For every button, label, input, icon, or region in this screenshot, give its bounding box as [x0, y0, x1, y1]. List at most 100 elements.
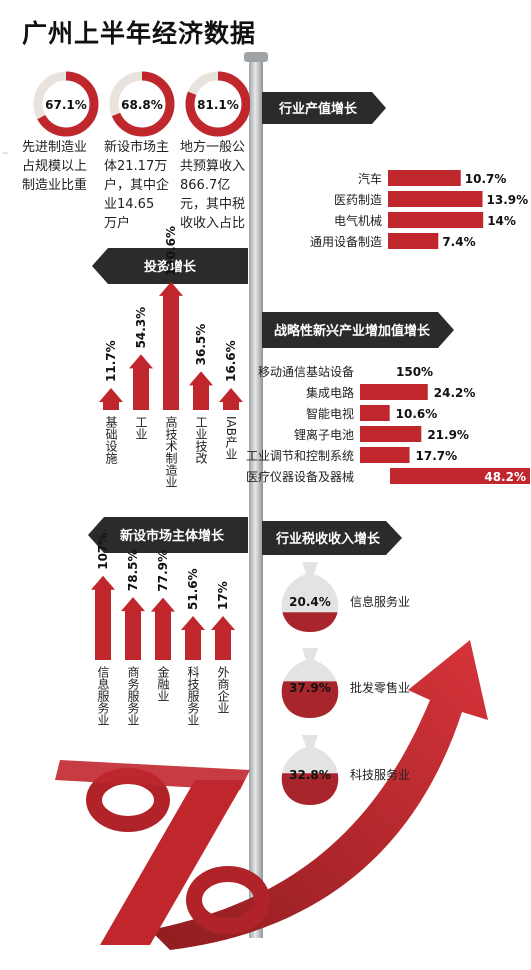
bar — [163, 293, 179, 410]
market-bar-0: 107% 信息服务业 — [91, 533, 115, 726]
ring-arc — [33, 71, 99, 137]
sign-tax: 行业税收收入增长 — [262, 521, 402, 555]
investment-bar-0: 11.7% 基础设施 — [99, 340, 123, 464]
svg-text:行业产值增长: 行业产值增长 — [278, 101, 358, 117]
bag-label: 信息服务业 — [350, 594, 410, 609]
bar-arrowhead — [129, 354, 153, 369]
bar-arrowhead — [151, 597, 175, 612]
ring-desc-0: 先进制造业 占规模以上 制造业比重 — [22, 140, 88, 193]
investment-bar-3: 36.5% 工业技改 — [189, 324, 213, 465]
bar-label: 锂离子电池 — [294, 427, 354, 442]
bar-label: 汽车 — [358, 171, 382, 186]
signpost-pole — [249, 58, 263, 938]
industry-row: 电气机械 14% — [334, 212, 516, 228]
svg-text:投资增长: 投资增长 — [144, 259, 197, 275]
percent-symbol — [55, 760, 270, 945]
bar-label: 通用设备制造 — [310, 235, 382, 249]
bar-label: 工业技改 — [194, 416, 208, 465]
ring-1: 68.8% — [109, 71, 175, 137]
bar-label: 医药制造 — [334, 193, 382, 207]
bar-value: 14% — [487, 214, 516, 228]
bag-value: 32.8% — [289, 768, 331, 782]
bar-label: 智能电视 — [306, 406, 354, 421]
market-bar-2: 77.9% 金融业 — [151, 550, 175, 702]
ring-value: 81.1% — [197, 98, 239, 112]
bar — [215, 628, 231, 660]
ring-0: 67.1% — [33, 71, 99, 137]
bar-label: IAB产业 — [224, 416, 238, 460]
bar-arrowhead — [99, 388, 123, 402]
sign-market: 新设市场主体增长 — [88, 517, 248, 553]
bar-label: 商务服务业 — [126, 665, 140, 726]
bar — [360, 447, 410, 463]
bar — [388, 170, 461, 186]
bar-value: 130.6% — [164, 226, 178, 276]
bar-value: 107% — [96, 533, 110, 570]
tax-bag-1: 37.9% 批发零售业 — [281, 648, 410, 718]
bar — [125, 609, 141, 660]
bar-value: 17.7% — [416, 449, 458, 463]
emerging-row: 工业调节和控制系统 17.7% — [246, 447, 457, 463]
ring-2: 81.1% — [185, 71, 250, 137]
bar-arrowhead — [91, 575, 115, 590]
bar-value: 16.6% — [224, 340, 238, 382]
bag-label: 科技服务业 — [350, 767, 410, 782]
ring-charts: 67.1% 68.8% 81.1% — [33, 71, 250, 137]
sign-emerging: 战略性新兴产业增加值增长 — [262, 312, 454, 348]
ring-arc — [185, 71, 250, 137]
bar-value: 7.4% — [442, 235, 475, 249]
bar — [390, 468, 530, 484]
bar-label: 科技服务业 — [186, 666, 200, 726]
bar — [103, 400, 119, 410]
investment-bar-4: 16.6% IAB产业 — [219, 340, 243, 460]
bag-fill — [281, 681, 339, 718]
sign-industry-output: 行业产值增长 — [262, 92, 386, 124]
bar-value: 48.2% — [484, 470, 526, 484]
bar-value: 10.6% — [396, 407, 438, 421]
emerging-row: 移动通信基站设备 150% — [258, 365, 433, 379]
svg-text:战略性新兴产业增加值增长: 战略性新兴产业增加值增长 — [274, 323, 431, 339]
svg-text:行业税收收入增长: 行业税收收入增长 — [275, 531, 381, 547]
bag-value: 37.9% — [289, 681, 331, 695]
emerging-row: 医疗仪器设备及器械 48.2% — [246, 468, 530, 484]
bar-value: 51.6% — [186, 568, 200, 610]
bar-label: 医疗仪器设备及器械 — [246, 469, 354, 484]
svg-text:新设市场主体增长: 新设市场主体增长 — [120, 528, 225, 544]
industry-row: 通用设备制造 7.4% — [310, 233, 476, 249]
bar-arrowhead — [211, 616, 235, 630]
bar-value: 150% — [396, 365, 433, 379]
emerging-row: 锂离子电池 21.9% — [294, 426, 469, 442]
bar — [95, 587, 111, 660]
bar — [193, 383, 209, 410]
tax-bag-2: 32.8% 科技服务业 — [281, 735, 410, 805]
bar-value: 21.9% — [427, 428, 469, 442]
ring-desc-2: 地方一般公 共预算收入 866.7亿 元，其中税 收收入占比 — [180, 140, 246, 231]
emerging-row: 智能电视 10.6% — [306, 405, 437, 421]
bar-value: 13.9% — [487, 193, 529, 207]
bar — [388, 212, 484, 228]
bar-value: 17% — [216, 581, 230, 610]
bar-label: 高技术制造业 — [164, 415, 178, 488]
investment-bar-1: 54.3% 工业 — [129, 307, 153, 440]
market-bar-3: 51.6% 科技服务业 — [181, 568, 205, 726]
market-bar-1: 78.5% 商务服务业 — [121, 549, 145, 726]
tax-bag-0: 20.4% 信息服务业 — [281, 562, 410, 632]
bar-value: 77.9% — [156, 550, 170, 592]
industry-row: 医药制造 13.9% — [334, 191, 528, 207]
bar — [388, 233, 439, 249]
ring-desc-1: 新设市场主 体21.17万 户，其中企 业14.65 万户 — [104, 140, 170, 231]
bar-label: 集成电路 — [306, 385, 354, 400]
side-decoration: ╷ — [2, 150, 13, 157]
ring-arc — [109, 71, 175, 137]
sign-investment: 投资增长 — [92, 248, 248, 284]
market-bar-4: 17% 外商企业 — [211, 581, 235, 714]
bar-label: 基础设施 — [104, 416, 118, 464]
ring-value: 67.1% — [45, 98, 87, 112]
bar-value: 11.7% — [104, 340, 118, 382]
industry-row: 汽车 10.7% — [358, 170, 506, 186]
bar — [360, 426, 422, 442]
bar-value: 10.7% — [465, 172, 507, 186]
bar — [360, 384, 428, 400]
